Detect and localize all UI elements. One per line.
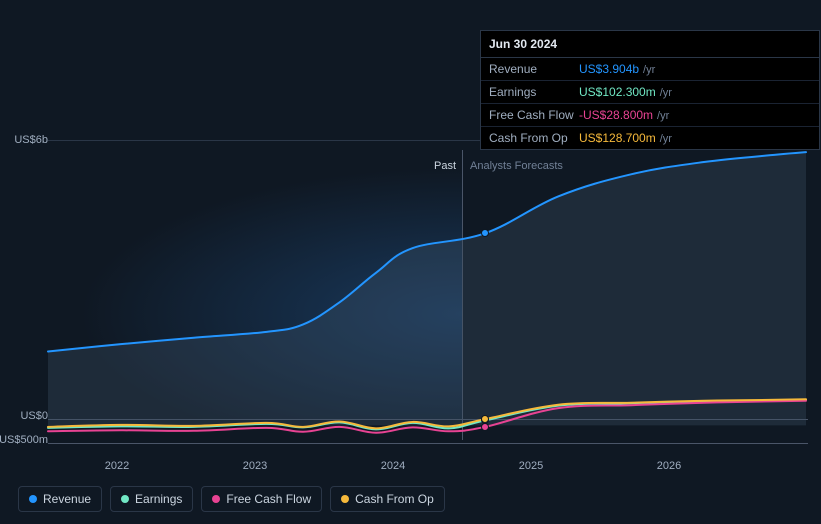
tooltip-suffix: /yr	[643, 64, 655, 76]
tooltip-row-revenue: Revenue US$3.904b /yr	[481, 58, 819, 81]
tooltip-row-cfo: Cash From Op US$128.700m /yr	[481, 127, 819, 149]
tooltip-metric: Earnings	[489, 85, 579, 99]
series-marker	[481, 229, 489, 237]
tooltip-suffix: /yr	[660, 87, 672, 99]
legend-label: Earnings	[135, 492, 182, 506]
tooltip-metric: Cash From Op	[489, 131, 579, 145]
tooltip-row-fcf: Free Cash Flow -US$28.800m /yr	[481, 104, 819, 127]
legend-dot-icon	[121, 495, 129, 503]
x-tick-2022: 2022	[105, 460, 129, 472]
series-marker	[481, 415, 489, 423]
legend-label: Revenue	[43, 492, 91, 506]
tooltip-value: US$3.904b	[579, 62, 639, 76]
tooltip-suffix: /yr	[657, 110, 669, 122]
y-tick-0: US$0	[20, 410, 48, 422]
tooltip-value: US$102.300m	[579, 85, 656, 99]
tooltip-date: Jun 30 2024	[481, 31, 819, 58]
legend-dot-icon	[29, 495, 37, 503]
chart-legend: Revenue Earnings Free Cash Flow Cash Fro…	[18, 486, 445, 512]
tooltip-value: US$128.700m	[579, 131, 656, 145]
legend-fcf[interactable]: Free Cash Flow	[201, 486, 322, 512]
y-tick-6b: US$6b	[14, 134, 48, 146]
legend-dot-icon	[212, 495, 220, 503]
x-tick-2023: 2023	[243, 460, 267, 472]
legend-earnings[interactable]: Earnings	[110, 486, 193, 512]
legend-label: Cash From Op	[355, 492, 434, 506]
y-tick-neg: -US$500m	[0, 434, 48, 446]
tooltip-metric: Free Cash Flow	[489, 108, 579, 122]
legend-cfo[interactable]: Cash From Op	[330, 486, 445, 512]
x-tick-2025: 2025	[519, 460, 543, 472]
x-tick-2026: 2026	[657, 460, 681, 472]
legend-revenue[interactable]: Revenue	[18, 486, 102, 512]
tooltip-suffix: /yr	[660, 133, 672, 145]
financials-chart: US$6b US$0 -US$500m Past Analysts Foreca…	[18, 10, 808, 470]
series-marker	[481, 423, 489, 431]
tooltip-metric: Revenue	[489, 62, 579, 76]
x-tick-2024: 2024	[381, 460, 405, 472]
legend-label: Free Cash Flow	[226, 492, 311, 506]
legend-dot-icon	[341, 495, 349, 503]
tooltip-value: -US$28.800m	[579, 108, 653, 122]
tooltip-row-earnings: Earnings US$102.300m /yr	[481, 81, 819, 104]
chart-tooltip: Jun 30 2024 Revenue US$3.904b /yr Earnin…	[480, 30, 820, 150]
